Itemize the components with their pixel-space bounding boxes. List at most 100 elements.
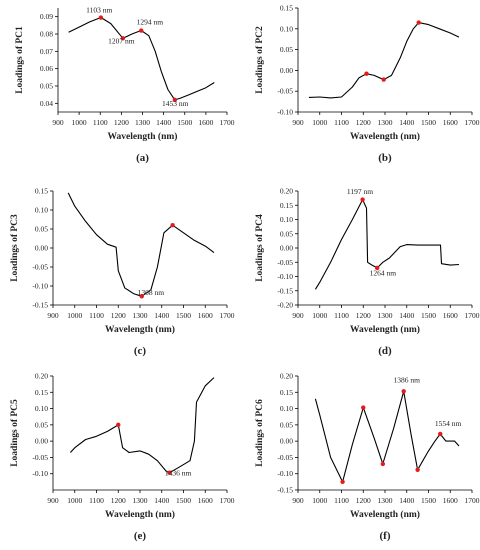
y-axis-label: Loadings of PC2 [255, 26, 265, 94]
x-tick-label: 1300 [378, 496, 393, 505]
y-tick-label: -0.05 [277, 258, 293, 267]
x-tick-label: 1600 [198, 118, 213, 127]
x-tick-label: 1700 [465, 118, 480, 127]
panel-label: (a) [136, 152, 149, 164]
x-tick-label: 1300 [378, 311, 393, 320]
y-tick-label: 0.20 [280, 372, 293, 381]
x-tick-label: 1500 [421, 311, 436, 320]
peak-annotation: 1386 nm [394, 376, 421, 385]
x-axis-label: Wavelength (nm) [105, 509, 175, 520]
x-tick-label: 1000 [72, 118, 87, 127]
x-tick-label: 1300 [135, 118, 150, 127]
x-axis-label: Wavelength (nm) [108, 131, 178, 142]
y-tick-label: -0.10 [277, 469, 293, 478]
peak-annotation: 1294 nm [137, 17, 164, 26]
y-tick-label: 0.10 [280, 24, 293, 33]
x-tick-label: 1200 [111, 311, 126, 320]
x-tick-label: 1400 [154, 311, 169, 320]
y-tick-label: 0.00 [280, 437, 293, 446]
y-tick-label: -0.05 [32, 263, 48, 272]
x-tick-label: 900 [52, 118, 64, 127]
y-tick-label: 0.00 [35, 244, 48, 253]
x-tick-label: 1200 [111, 496, 126, 505]
x-tick-label: 1700 [220, 496, 235, 505]
y-tick-label: 0.10 [280, 404, 293, 413]
x-tick-label: 1500 [176, 311, 191, 320]
peak-marker [172, 97, 178, 103]
x-tick-label: 900 [292, 496, 304, 505]
peak-marker [360, 197, 365, 202]
y-tick-label: -0.10 [277, 272, 293, 281]
peak-annotation: 1103 nm [86, 5, 112, 14]
peak-annotation: 1197 nm [347, 187, 373, 196]
y-tick-label: 0.15 [280, 201, 293, 210]
peak-marker [167, 470, 172, 475]
x-tick-label: 1700 [220, 118, 235, 127]
x-tick-label: 1300 [378, 118, 393, 127]
y-tick-label: 0.15 [280, 4, 293, 13]
x-tick-label: 1200 [356, 118, 371, 127]
y-tick-label: 0.05 [35, 225, 48, 234]
x-tick-label: 1400 [156, 118, 171, 127]
y-tick-label: -0.10 [32, 282, 48, 291]
peak-marker [116, 422, 121, 428]
x-tick-label: 900 [292, 118, 304, 127]
x-tick-label: 1100 [334, 118, 349, 127]
x-tick-label: 1400 [399, 496, 414, 505]
y-tick-label: -0.20 [277, 301, 293, 310]
y-tick-label: -0.05 [277, 87, 293, 96]
y-tick-label: -0.05 [32, 453, 48, 462]
y-tick-label: 0.15 [280, 388, 293, 397]
x-tick-label: 1700 [465, 496, 480, 505]
x-tick-label: 1000 [312, 496, 327, 505]
y-tick-label: 0.00 [280, 66, 293, 75]
x-tick-label: 1100 [334, 496, 349, 505]
panel-label: (b) [378, 152, 392, 164]
x-axis-label: Wavelength (nm) [350, 509, 420, 520]
y-tick-label: -0.05 [277, 453, 293, 462]
y-tick-label: 0.05 [35, 420, 48, 429]
y-tick-label: 0.09 [40, 12, 53, 21]
peak-annotation: 1453 nm [162, 99, 189, 108]
x-tick-label: 1400 [399, 311, 414, 320]
x-tick-label: 1500 [177, 118, 192, 127]
peak-annotation: 1207 nm [108, 37, 135, 46]
series-line-0 [308, 22, 460, 99]
peak-marker [438, 431, 443, 437]
panel-label: (f) [380, 530, 391, 542]
chart-panel-5: 900 1000 1100 1200 1300 1400 1500 1600 1700 -0.15… [255, 372, 480, 543]
x-tick-label: 1600 [198, 311, 213, 320]
y-tick-label: 0.05 [40, 82, 53, 91]
chart-panel-3: 900 1000 1100 1200 1300 1400 1500 1600 1700 -0.20… [255, 187, 480, 358]
y-tick-label: 0.10 [35, 206, 48, 215]
x-tick-label: 1500 [421, 496, 436, 505]
peak-marker [139, 294, 144, 299]
x-tick-label: 900 [292, 311, 304, 320]
y-tick-label: 0.00 [35, 437, 48, 446]
y-axis-label: Loadings of PC4 [255, 214, 265, 282]
x-tick-label: 1000 [67, 496, 82, 505]
peak-marker [416, 20, 421, 25]
peak-marker [361, 405, 366, 410]
x-tick-label: 1100 [93, 118, 108, 127]
x-tick-label: 1700 [465, 311, 480, 320]
y-tick-label: 0.00 [280, 244, 293, 253]
series-line-0 [69, 377, 215, 474]
series-line-0 [67, 192, 215, 297]
x-tick-label: 900 [47, 496, 59, 505]
x-tick-label: 1700 [220, 311, 235, 320]
y-tick-label: 0.08 [40, 30, 53, 39]
y-tick-label: -0.15 [277, 286, 293, 295]
x-tick-label: 1000 [312, 311, 327, 320]
y-tick-label: 0.06 [40, 64, 53, 73]
peak-marker [401, 389, 406, 394]
y-tick-label: -0.10 [32, 469, 48, 478]
y-tick-label: 0.20 [280, 187, 293, 196]
peak-marker [98, 15, 104, 20]
y-axis-label: Loadings of PC1 [15, 26, 25, 94]
chart-panel-4: 900 1000 1100 1200 1300 1400 1500 1600 1700 -0.10… [10, 372, 235, 543]
x-tick-label: 1600 [198, 496, 213, 505]
x-tick-label: 900 [47, 311, 59, 320]
x-tick-label: 1200 [356, 496, 371, 505]
peak-marker [415, 467, 420, 473]
